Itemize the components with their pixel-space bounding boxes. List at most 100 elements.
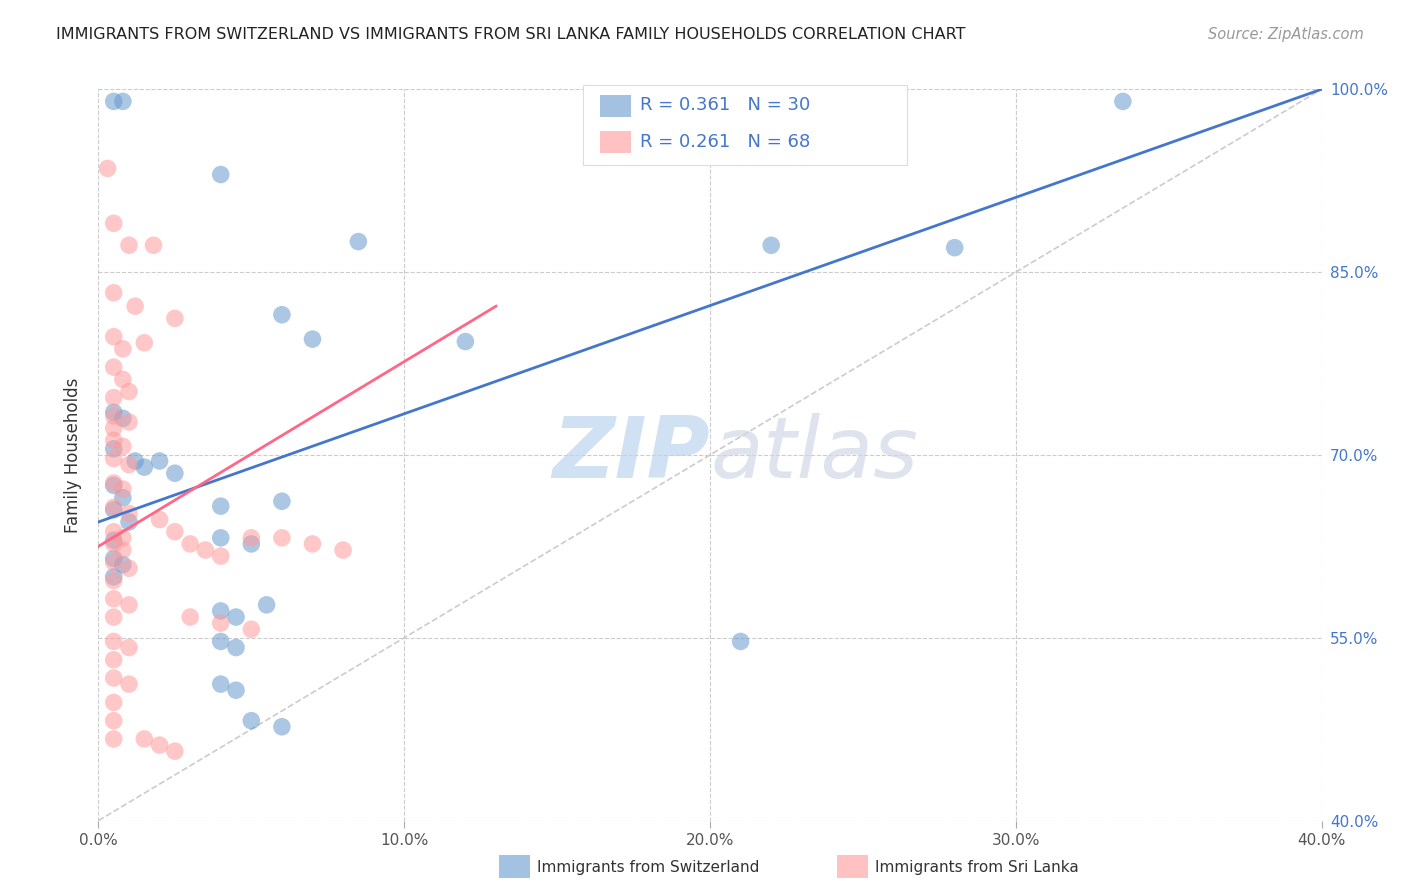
Point — [103, 610, 125, 624]
Point — [103, 524, 125, 539]
Point — [103, 653, 125, 667]
Point — [103, 409, 125, 423]
Point — [209, 549, 232, 563]
Point — [194, 543, 217, 558]
Point — [142, 238, 165, 252]
Point — [209, 168, 232, 182]
Point — [97, 161, 120, 176]
Point — [347, 235, 370, 249]
Text: R = 0.361   N = 30: R = 0.361 N = 30 — [640, 96, 810, 114]
Text: ZIP: ZIP — [553, 413, 710, 497]
Point — [163, 311, 186, 326]
Point — [103, 551, 125, 566]
Point — [225, 640, 247, 655]
Point — [103, 671, 125, 685]
Point — [118, 384, 141, 399]
Point — [118, 507, 141, 521]
Point — [111, 531, 134, 545]
Point — [103, 475, 125, 490]
Point — [454, 334, 477, 349]
Point — [103, 634, 125, 648]
Point — [103, 451, 125, 466]
Point — [270, 720, 292, 734]
Point — [103, 329, 125, 343]
Point — [103, 216, 125, 230]
Text: Immigrants from Sri Lanka: Immigrants from Sri Lanka — [875, 860, 1078, 874]
Point — [111, 372, 134, 386]
Point — [225, 683, 247, 698]
Point — [270, 308, 292, 322]
Point — [332, 543, 354, 558]
Point — [149, 738, 172, 752]
Text: atlas: atlas — [710, 413, 918, 497]
Point — [118, 598, 141, 612]
Point — [103, 500, 125, 515]
Point — [103, 695, 125, 709]
Text: Source: ZipAtlas.com: Source: ZipAtlas.com — [1208, 27, 1364, 42]
Point — [103, 731, 125, 746]
Point — [209, 604, 232, 618]
Point — [118, 458, 141, 472]
Point — [134, 460, 156, 475]
Y-axis label: Family Households: Family Households — [65, 377, 83, 533]
Point — [149, 512, 172, 526]
Point — [103, 285, 125, 300]
Point — [118, 677, 141, 691]
Point — [730, 634, 752, 648]
Point — [103, 421, 125, 435]
Point — [111, 558, 134, 572]
Point — [118, 415, 141, 429]
Point — [270, 494, 292, 508]
Point — [179, 537, 201, 551]
Point — [103, 442, 125, 456]
Point — [124, 454, 146, 468]
Point — [111, 439, 134, 453]
Point — [209, 499, 232, 513]
Point — [103, 570, 125, 584]
Point — [134, 335, 156, 350]
Point — [943, 241, 966, 255]
Point — [240, 531, 263, 545]
Point — [301, 332, 323, 346]
Point — [111, 482, 134, 496]
Point — [111, 491, 134, 505]
Point — [111, 543, 134, 558]
Point — [256, 598, 278, 612]
Point — [111, 95, 134, 109]
Point — [103, 537, 125, 551]
Point — [240, 537, 263, 551]
Point — [179, 610, 201, 624]
Point — [163, 466, 186, 480]
Point — [759, 238, 782, 252]
Point — [103, 503, 125, 517]
Point — [118, 640, 141, 655]
Point — [103, 533, 125, 548]
Point — [301, 537, 323, 551]
Point — [225, 610, 247, 624]
Point — [103, 391, 125, 405]
Point — [134, 731, 156, 746]
Point — [149, 454, 172, 468]
Point — [103, 434, 125, 448]
Point — [163, 524, 186, 539]
Point — [103, 95, 125, 109]
Text: Immigrants from Switzerland: Immigrants from Switzerland — [537, 860, 759, 874]
Point — [111, 342, 134, 356]
Point — [103, 714, 125, 728]
Text: IMMIGRANTS FROM SWITZERLAND VS IMMIGRANTS FROM SRI LANKA FAMILY HOUSEHOLDS CORRE: IMMIGRANTS FROM SWITZERLAND VS IMMIGRANT… — [56, 27, 966, 42]
Point — [103, 478, 125, 492]
Text: R = 0.261   N = 68: R = 0.261 N = 68 — [640, 133, 810, 151]
Point — [103, 360, 125, 375]
Point — [163, 744, 186, 758]
Point — [1112, 95, 1135, 109]
Point — [124, 299, 146, 313]
Point — [209, 616, 232, 631]
Point — [103, 405, 125, 419]
Point — [103, 591, 125, 606]
Point — [118, 515, 141, 529]
Point — [209, 531, 232, 545]
Point — [240, 622, 263, 636]
Point — [270, 531, 292, 545]
Point — [103, 555, 125, 569]
Point — [103, 574, 125, 588]
